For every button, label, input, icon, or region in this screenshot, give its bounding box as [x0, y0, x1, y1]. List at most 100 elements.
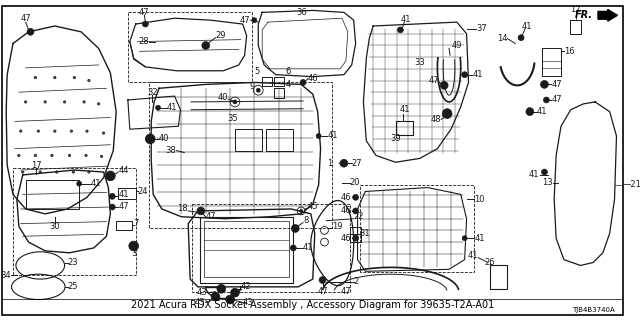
Bar	[262, 76, 272, 86]
Text: 16: 16	[564, 47, 575, 56]
Circle shape	[462, 236, 467, 241]
Text: 47: 47	[118, 202, 129, 211]
Circle shape	[543, 97, 549, 103]
Circle shape	[37, 130, 40, 132]
Circle shape	[77, 181, 82, 186]
Bar	[204, 221, 289, 277]
Text: 25: 25	[67, 282, 78, 291]
Circle shape	[54, 76, 56, 79]
Bar	[541, 48, 561, 76]
Text: 48: 48	[431, 115, 441, 124]
Circle shape	[143, 21, 148, 27]
Text: 31: 31	[360, 229, 370, 238]
Circle shape	[461, 72, 468, 77]
Circle shape	[300, 210, 303, 212]
Circle shape	[129, 241, 139, 251]
Circle shape	[217, 284, 226, 293]
Circle shape	[72, 171, 74, 173]
Text: 47: 47	[139, 8, 150, 17]
Bar	[128, 12, 252, 83]
Text: 44: 44	[118, 165, 129, 174]
Text: 2: 2	[354, 277, 359, 286]
Circle shape	[353, 194, 358, 200]
Text: 45: 45	[308, 202, 319, 211]
Text: 40: 40	[218, 92, 228, 101]
Text: 47: 47	[205, 212, 216, 221]
Bar	[200, 217, 293, 283]
Bar	[360, 185, 474, 272]
Text: 6: 6	[285, 67, 291, 76]
Text: 5: 5	[254, 67, 259, 76]
Circle shape	[226, 295, 234, 304]
Circle shape	[18, 154, 20, 156]
Bar	[149, 83, 332, 228]
Circle shape	[83, 101, 85, 103]
Bar	[118, 188, 136, 199]
Circle shape	[106, 171, 115, 181]
Circle shape	[102, 132, 105, 134]
Circle shape	[56, 171, 58, 173]
Circle shape	[440, 82, 448, 89]
Text: 38: 38	[166, 146, 177, 155]
Circle shape	[34, 76, 36, 79]
Text: 41: 41	[474, 234, 485, 243]
Text: 42: 42	[241, 282, 252, 291]
Text: 43: 43	[197, 288, 207, 297]
Circle shape	[257, 88, 260, 92]
Circle shape	[197, 207, 205, 215]
Text: 1: 1	[327, 159, 332, 168]
Text: 46: 46	[341, 206, 352, 215]
Circle shape	[34, 154, 36, 156]
Text: 4: 4	[285, 80, 291, 89]
Circle shape	[85, 154, 87, 156]
Text: TJB4B3740A: TJB4B3740A	[572, 307, 614, 313]
Text: 29: 29	[216, 31, 226, 40]
Circle shape	[252, 18, 257, 23]
Circle shape	[39, 171, 42, 173]
Circle shape	[353, 235, 358, 241]
Circle shape	[541, 81, 548, 88]
Bar	[274, 88, 284, 98]
Circle shape	[68, 154, 70, 156]
Text: 47: 47	[240, 16, 250, 25]
Circle shape	[541, 169, 547, 175]
Circle shape	[88, 171, 90, 173]
Circle shape	[22, 171, 24, 173]
Text: 3: 3	[131, 249, 136, 258]
Text: 41: 41	[303, 244, 314, 252]
Text: 9: 9	[249, 82, 254, 91]
Text: ←: ←	[527, 107, 533, 113]
Text: 33: 33	[415, 59, 425, 68]
Circle shape	[233, 100, 237, 104]
Text: 41: 41	[91, 179, 101, 188]
Text: 7: 7	[134, 219, 139, 228]
Text: 10: 10	[474, 195, 485, 204]
Circle shape	[73, 76, 76, 79]
Text: 49: 49	[452, 41, 463, 50]
Circle shape	[526, 108, 534, 116]
FancyArrow shape	[598, 10, 618, 21]
Text: 47: 47	[20, 14, 31, 23]
Circle shape	[100, 155, 103, 157]
Text: 20: 20	[350, 178, 360, 187]
Text: 41: 41	[167, 103, 177, 112]
Circle shape	[24, 101, 27, 103]
Text: 14: 14	[497, 34, 508, 43]
Circle shape	[353, 208, 358, 214]
Text: —21: —21	[622, 180, 640, 189]
Circle shape	[340, 159, 348, 167]
Text: 43: 43	[243, 298, 253, 307]
Text: FR.: FR.	[575, 10, 593, 20]
Circle shape	[109, 204, 115, 210]
Text: 18: 18	[177, 204, 188, 213]
Circle shape	[70, 130, 72, 132]
Bar	[396, 121, 413, 135]
Circle shape	[51, 154, 53, 156]
Text: 47: 47	[317, 287, 328, 296]
Circle shape	[156, 105, 161, 110]
Text: 41: 41	[401, 15, 412, 24]
Text: 28: 28	[139, 37, 149, 46]
Circle shape	[145, 134, 155, 144]
Text: 13: 13	[543, 178, 553, 187]
Text: 47: 47	[551, 80, 562, 89]
